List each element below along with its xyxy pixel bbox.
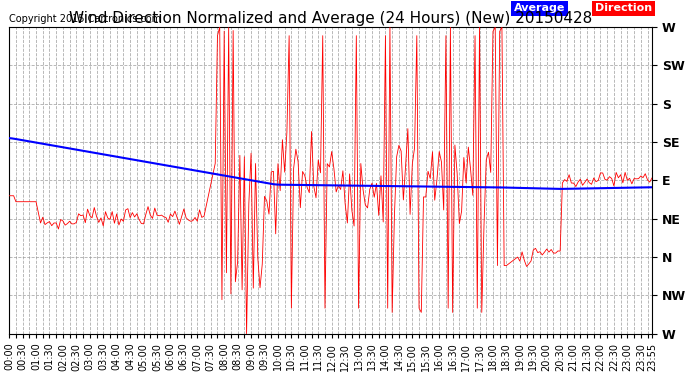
- Text: Average: Average: [600, 3, 652, 13]
- Text: Average: Average: [514, 3, 565, 13]
- Title: Wind Direction Normalized and Average (24 Hours) (New) 20150428: Wind Direction Normalized and Average (2…: [69, 11, 592, 26]
- Text: Direction: Direction: [595, 3, 652, 13]
- Text: Copyright 2015 Cartronics.com: Copyright 2015 Cartronics.com: [9, 14, 161, 24]
